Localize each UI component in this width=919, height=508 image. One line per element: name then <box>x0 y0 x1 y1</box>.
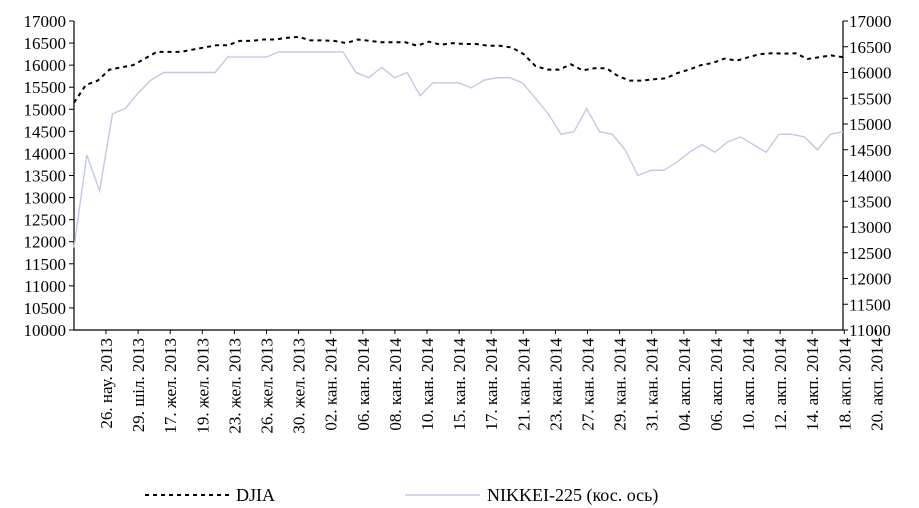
right-tick-label: 12000 <box>849 270 892 289</box>
x-tick-label: 29. шіл. 2013 <box>129 338 148 432</box>
x-tick-label: 08. кан. 2014 <box>386 338 405 431</box>
left-tick-label: 15000 <box>24 100 67 119</box>
chart-legend: DJIA NIKKEI-225 (кос. ось) <box>145 485 658 506</box>
x-tick-label: 06. кан. 2014 <box>354 338 373 431</box>
right-tick-label: 13500 <box>849 192 892 211</box>
x-tick-label: 23. кан. 2014 <box>546 338 565 431</box>
x-tick-label: 14. акп. 2014 <box>803 338 822 431</box>
left-tick-label: 16000 <box>24 56 67 75</box>
chart-series <box>73 35 844 248</box>
x-tick-label: 20. акп. 2014 <box>867 338 886 431</box>
x-tick-label: 31. кан. 2014 <box>643 338 662 431</box>
x-tick-label: 21. кан. 2014 <box>514 338 533 431</box>
right-tick-label: 15500 <box>849 89 892 108</box>
x-tick-label: 12. акп. 2014 <box>771 338 790 431</box>
x-tick-label: 15. кан. 2014 <box>450 338 469 431</box>
legend-label-nikkei: NIKKEI-225 (кос. ось) <box>487 485 658 506</box>
x-axis-ticks: 26. нау. 2013 29. шіл. 2013 17. жел. 2013 1… <box>97 330 886 434</box>
x-tick-label: 29. кан. 2014 <box>611 338 630 431</box>
right-tick-label: 12500 <box>849 244 892 263</box>
x-tick-label: 27. кан. 2014 <box>579 338 598 431</box>
x-tick-label: 10. кан. 2014 <box>418 338 437 431</box>
right-axis-ticks: 11000 11500 12000 12500 13000 13500 14000 14500… <box>843 12 892 340</box>
x-tick-label: 04. акп. 2014 <box>675 338 694 431</box>
right-tick-label: 16000 <box>849 64 892 83</box>
x-tick-label: 10. акп. 2014 <box>739 338 758 431</box>
left-tick-label: 17000 <box>24 12 67 31</box>
left-tick-label: 10500 <box>24 299 67 318</box>
x-tick-label: 30. жел. 2013 <box>290 338 309 434</box>
right-tick-label: 16500 <box>849 38 892 57</box>
x-tick-label: 26. нау. 2013 <box>97 338 116 429</box>
x-tick-label: 23. жел. 2013 <box>225 338 244 434</box>
x-tick-label: 17. кан. 2014 <box>482 338 501 431</box>
left-tick-label: 12000 <box>24 233 67 252</box>
x-tick-label: 02. кан. 2014 <box>322 338 341 431</box>
right-tick-label: 14500 <box>849 141 892 160</box>
chart-axes <box>73 21 844 331</box>
x-tick-label: 18. акп. 2014 <box>835 338 854 431</box>
series-line-nikkei <box>73 51 844 248</box>
series-line-djia <box>73 35 844 104</box>
left-tick-label: 11000 <box>24 277 66 296</box>
x-tick-label: 19. жел. 2013 <box>193 338 212 434</box>
x-tick-label: 06. акп. 2014 <box>707 338 726 431</box>
left-tick-label: 12500 <box>24 211 67 230</box>
left-tick-label: 14500 <box>24 122 67 141</box>
left-tick-label: 13500 <box>24 167 67 186</box>
right-tick-label: 13000 <box>849 218 892 237</box>
left-tick-label: 14000 <box>24 144 67 163</box>
left-tick-label: 11500 <box>24 255 66 274</box>
right-tick-label: 14000 <box>849 167 892 186</box>
right-tick-label: 17000 <box>849 12 892 31</box>
left-tick-label: 16500 <box>24 34 67 53</box>
left-axis-ticks: 10000 10500 11000 11500 12000 12500 13000 13500… <box>24 12 74 340</box>
right-tick-label: 15000 <box>849 115 892 134</box>
right-tick-label: 11500 <box>849 295 891 314</box>
right-tick-label: 11000 <box>849 321 891 340</box>
left-tick-label: 15500 <box>24 78 67 97</box>
left-tick-label: 13000 <box>24 189 67 208</box>
x-tick-label: 17. жел. 2013 <box>161 338 180 434</box>
legend-label-djia: DJIA <box>236 485 275 505</box>
left-tick-label: 10000 <box>24 321 67 340</box>
x-tick-label: 26. жел. 2013 <box>258 338 277 434</box>
